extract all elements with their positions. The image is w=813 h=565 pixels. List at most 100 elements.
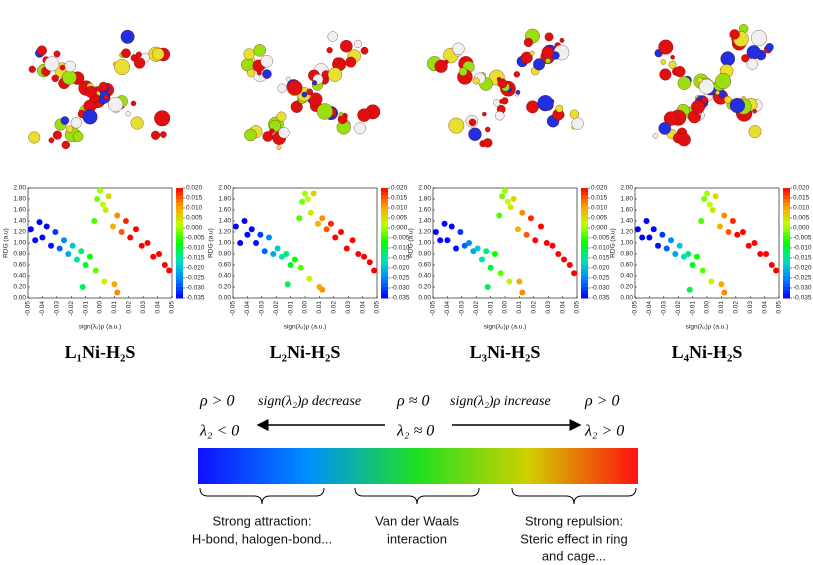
- point: [519, 209, 526, 216]
- colorbar-segment: [176, 268, 183, 273]
- point: [655, 242, 662, 249]
- colorbar-segment: [783, 210, 790, 215]
- x-tick-label: 0.04: [359, 301, 366, 314]
- colorbar-tick-label: -0.020: [591, 265, 610, 272]
- colorbar-segment: [581, 261, 588, 266]
- colorbar-segment: [783, 206, 790, 211]
- colorbar-segment: [381, 257, 388, 262]
- point: [349, 237, 356, 244]
- colorbar-segment: [581, 213, 588, 218]
- x-tick-label: -0.04: [646, 301, 653, 316]
- point: [319, 215, 326, 222]
- colorbar-segment: [783, 290, 790, 295]
- colorbar-segment: [381, 217, 388, 222]
- molecule-atom: [752, 109, 757, 114]
- colorbar-segment: [381, 232, 388, 237]
- x-tick-label: -0.04: [244, 301, 251, 316]
- chart-title: L₁Ni-H₂S: [65, 342, 136, 362]
- molecule-atom: [720, 51, 736, 67]
- molecule-atom: [663, 111, 679, 126]
- x-tick-label: -0.02: [68, 301, 75, 316]
- point: [708, 278, 715, 285]
- molecule-atom: [468, 118, 477, 127]
- molecule-atom: [121, 48, 131, 58]
- point: [483, 248, 490, 255]
- point: [646, 234, 653, 241]
- molecule-atom: [483, 138, 493, 148]
- point: [32, 237, 39, 244]
- point: [768, 262, 775, 268]
- molecule-atom: [659, 68, 672, 81]
- molecule-atom: [544, 32, 554, 42]
- y-tick-label: 1.60: [418, 207, 431, 214]
- x-tick-label: 0.04: [761, 301, 768, 314]
- colorbar-tick-label: -0.020: [793, 265, 812, 272]
- molecule-atom: [60, 116, 70, 125]
- mid-lambda: λ₂ ≈ 0: [396, 423, 434, 440]
- molecule-atom: [48, 137, 55, 144]
- colorbar-segment: [783, 268, 790, 273]
- molecule-atom: [354, 122, 366, 135]
- x-tick-label: 0.02: [126, 301, 133, 314]
- y-tick-label: 1.00: [418, 240, 431, 247]
- colorbar-segment: [176, 232, 183, 237]
- point: [291, 256, 298, 263]
- colorbar-tick-label: 0.005: [186, 215, 203, 222]
- molecule-atom: [333, 57, 341, 65]
- y-tick-label: 2.00: [218, 185, 231, 192]
- colorbar-segment: [381, 294, 388, 299]
- colorbar-segment: [783, 202, 790, 207]
- molecule-atom: [301, 91, 308, 98]
- point: [109, 223, 116, 230]
- y-axis-label: RDG (a.u): [408, 228, 415, 258]
- colorbar-segment: [381, 287, 388, 292]
- colorbar-tick-label: -0.015: [793, 255, 812, 262]
- point: [706, 201, 713, 208]
- molecule-atom: [696, 77, 703, 84]
- colorbar-tick-label: 0.020: [591, 185, 608, 192]
- molecule-atom: [151, 47, 165, 61]
- molecule-atom: [84, 85, 97, 98]
- colorbar-segment: [783, 239, 790, 244]
- molecule-atom: [66, 125, 74, 133]
- point: [323, 226, 330, 233]
- y-tick-label: 1.60: [13, 207, 26, 214]
- point: [118, 229, 125, 235]
- colorbar-segment: [783, 232, 790, 237]
- molecule-atom: [276, 111, 287, 122]
- point: [757, 251, 764, 257]
- x-tick-label: 0.01: [316, 301, 323, 314]
- molecule-atom: [53, 50, 61, 58]
- point: [676, 242, 683, 249]
- colorbar-segment: [581, 254, 588, 259]
- x-tick-label: 0.01: [516, 301, 523, 314]
- colorbar-segment: [581, 224, 588, 229]
- point: [122, 218, 129, 224]
- point: [461, 242, 468, 249]
- colorbar-tick-label: -0.025: [391, 275, 410, 282]
- molecule-atom: [134, 57, 146, 69]
- molecule-atom: [485, 126, 491, 133]
- molecule-atom: [668, 60, 677, 69]
- y-tick-label: 0.60: [13, 262, 26, 269]
- molecule-atom: [677, 132, 691, 147]
- point: [296, 215, 303, 222]
- point: [650, 226, 657, 233]
- y-tick-label: 0.20: [218, 284, 231, 291]
- colorbar-segment: [581, 283, 588, 288]
- colorbar-segment: [783, 224, 790, 229]
- colorbar-tick-label: -0.030: [591, 285, 610, 292]
- x-tick-label: 0.03: [747, 301, 754, 314]
- colorbar-tick-label: -0.025: [591, 275, 610, 282]
- point: [441, 220, 448, 227]
- colorbar-tick-label: 0.000: [591, 225, 608, 232]
- point: [497, 270, 504, 277]
- colorbar-segment: [783, 276, 790, 281]
- plot-area: [432, 187, 578, 299]
- molecule-atom: [44, 56, 60, 72]
- x-tick-label: 0.00: [502, 301, 509, 314]
- y-tick-label: 1.40: [218, 218, 231, 225]
- point: [474, 245, 481, 252]
- point: [102, 207, 109, 213]
- colorbar-segment: [381, 290, 388, 295]
